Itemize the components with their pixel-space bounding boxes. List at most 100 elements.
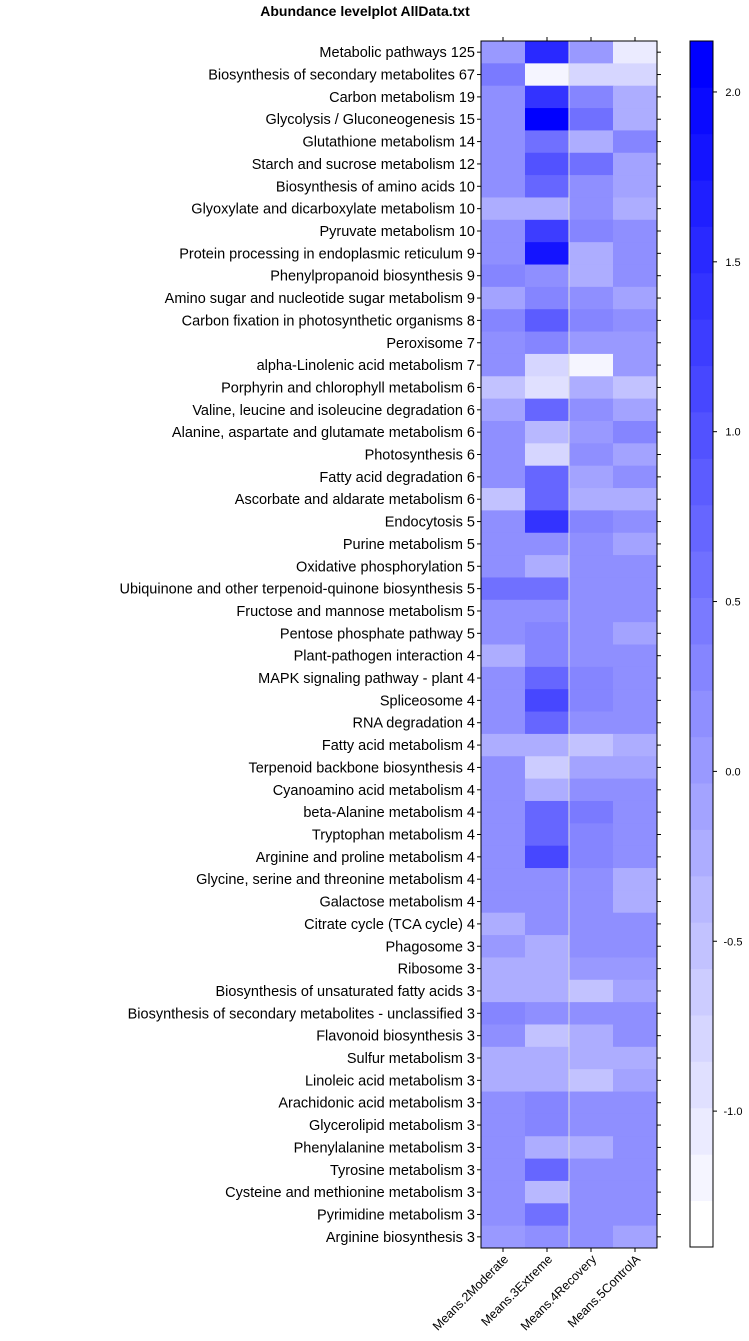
heatmap-cell (569, 599, 614, 623)
heatmap-cell (481, 711, 526, 735)
heatmap-cell (613, 152, 658, 176)
heatmap-cell (481, 1203, 526, 1227)
heatmap-cell (613, 130, 658, 154)
colorbar-band (690, 968, 713, 1016)
row-label: alpha-Linolenic acid metabolism 7 (257, 358, 475, 374)
heatmap-cells (480, 40, 658, 1249)
heatmap-cell (481, 242, 526, 266)
colorbar-band (690, 319, 713, 367)
heatmap-cell (569, 286, 614, 310)
heatmap-cell (525, 845, 570, 869)
heatmap-cell (613, 890, 658, 914)
heatmap-cell (481, 443, 526, 467)
row-label: Fructose and mannose metabolism 5 (236, 604, 475, 620)
heatmap-cell (613, 108, 658, 131)
row-label: Glutathione metabolism 14 (303, 135, 476, 151)
row-label: Starch and sucrose metabolism 12 (252, 157, 475, 173)
row-label: Ribosome 3 (398, 962, 475, 978)
colorbar-band (690, 133, 713, 181)
column-label: Means.2Moderate (430, 1252, 511, 1333)
heatmap-cell (481, 1158, 526, 1182)
colorbar-band (690, 226, 713, 274)
colorbar-band (690, 1200, 713, 1248)
row-label: Citrate cycle (TCA cycle) 4 (304, 917, 475, 933)
heatmap-cell (481, 108, 526, 131)
heatmap-cell (525, 331, 570, 355)
heatmap-cell (569, 1158, 614, 1182)
column-label: Means.4Recovery (518, 1252, 600, 1334)
heatmap-cell (525, 756, 570, 780)
row-label: Fatty acid metabolism 4 (322, 738, 475, 754)
heatmap-cell (525, 733, 570, 757)
heatmap-cell (525, 376, 570, 400)
heatmap-cell (613, 532, 658, 556)
colorbar-band (690, 551, 713, 599)
row-label: Galactose metabolism 4 (319, 895, 475, 911)
heatmap-cell (613, 1002, 658, 1025)
heatmap-cell (481, 845, 526, 869)
heatmap-cell (613, 935, 658, 958)
heatmap-cell (481, 979, 526, 1003)
heatmap-cell (525, 197, 570, 221)
heatmap-cell (525, 711, 570, 735)
heatmap-cell (569, 912, 614, 936)
heatmap-cell (613, 353, 658, 377)
heatmap-cell (525, 577, 570, 601)
row-label: Sulfur metabolism 3 (347, 1051, 475, 1067)
row-label: Carbon metabolism 19 (329, 90, 475, 106)
row-label: Amino sugar and nucleotide sugar metabol… (165, 291, 475, 307)
heatmap-cell (525, 912, 570, 936)
colorbar-band (690, 922, 713, 970)
row-label: Arachidonic acid metabolism 3 (278, 1096, 475, 1112)
heatmap-cell (569, 800, 614, 824)
heatmap-cell (481, 1180, 526, 1204)
heatmap-cell (613, 443, 658, 467)
heatmap-cell (569, 890, 614, 914)
row-label: Tyrosine metabolism 3 (330, 1163, 475, 1179)
colorbar-band (690, 644, 713, 691)
heatmap-cell (481, 756, 526, 780)
row-label: beta-Alanine metabolism 4 (303, 805, 475, 821)
heatmap-cell (569, 242, 614, 266)
row-label: Oxidative phosphorylation 5 (296, 559, 475, 575)
heatmap-cell (569, 420, 614, 444)
heatmap-cell (525, 800, 570, 824)
heatmap-cell (481, 957, 526, 981)
heatmap-cell (525, 599, 570, 623)
colorbar-tick-label: -0.5 (724, 936, 743, 948)
heatmap-cell (613, 622, 658, 645)
heatmap-cell (613, 63, 658, 87)
heatmap-cell (481, 219, 526, 243)
colorbar-band (690, 180, 713, 227)
heatmap-cell (613, 1024, 658, 1048)
heatmap-cell (481, 622, 526, 645)
row-label: Valine, leucine and isoleucine degradati… (192, 403, 475, 419)
heatmap-cell (613, 778, 658, 802)
heatmap-cell (481, 152, 526, 176)
colorbar-band (690, 458, 713, 506)
heatmap-cell (481, 1113, 526, 1137)
heatmap-cell (481, 1024, 526, 1048)
row-label: Purine metabolism 5 (343, 537, 475, 553)
row-label: Photosynthesis 6 (365, 448, 475, 464)
heatmap-cell (613, 41, 658, 64)
heatmap-cell (525, 488, 570, 511)
colorbar-band (690, 1061, 713, 1109)
heatmap-cell (481, 510, 526, 534)
heatmap-cell (525, 85, 570, 109)
heatmap-cell (525, 890, 570, 914)
colorbar-band (690, 829, 713, 877)
heatmap-cell (525, 935, 570, 958)
heatmap-cell (613, 1158, 658, 1182)
row-label: Protein processing in endoplasmic reticu… (179, 246, 475, 262)
heatmap-cell (613, 1136, 658, 1160)
heatmap-cell (525, 868, 570, 891)
row-label: Phagosome 3 (386, 939, 475, 955)
heatmap-cell (569, 443, 614, 467)
heatmap-cell (569, 376, 614, 400)
heatmap-cell (481, 376, 526, 400)
heatmap-cell (481, 599, 526, 623)
heatmap-cell (525, 555, 570, 578)
heatmap-cell (481, 420, 526, 444)
heatmap-cell (525, 353, 570, 377)
